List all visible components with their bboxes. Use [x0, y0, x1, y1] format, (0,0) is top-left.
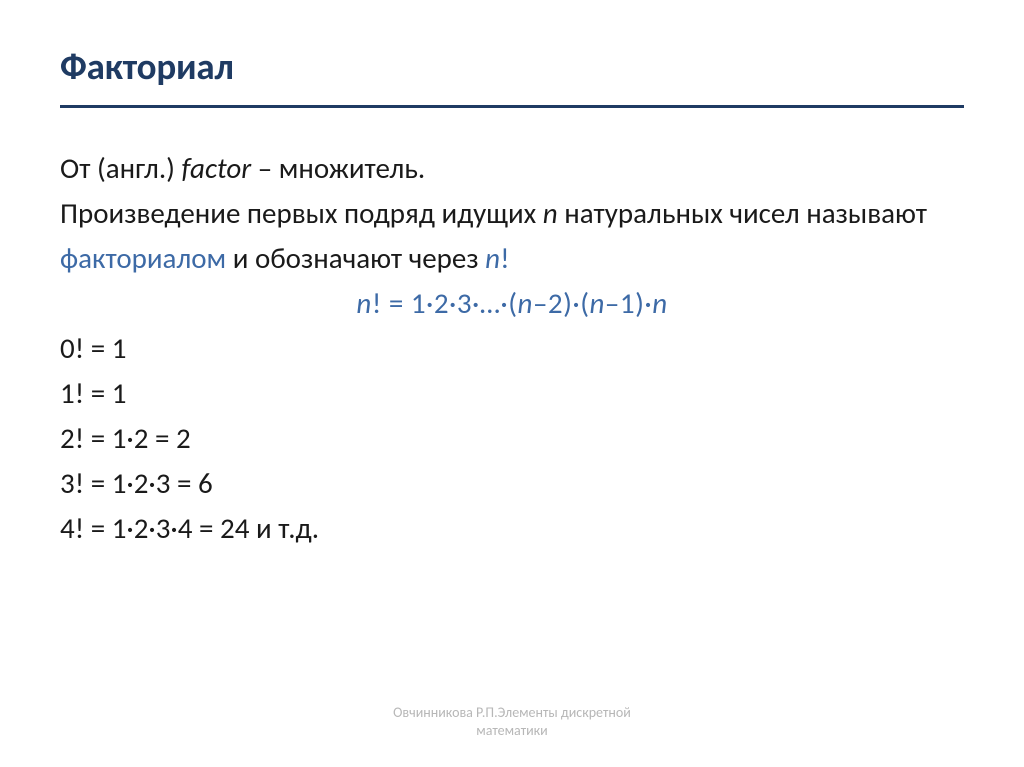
def-bang: ! [500, 240, 509, 276]
def-accent: факториалом [60, 240, 226, 276]
example-row: 0! = 1 [60, 326, 964, 371]
etymology-line: От (англ.) factor – множитель. [60, 146, 964, 191]
def-np: n [485, 240, 500, 276]
example-row: 3! = 1·2·3 = 6 [60, 461, 964, 506]
formula-n2: n [518, 285, 533, 321]
examples-list: 0! = 1 1! = 1 2! = 1·2 = 2 3! = 1·2·3 = … [60, 326, 964, 551]
def-pre: Произведение первых подряд идущих [60, 195, 543, 231]
formula-minus1: –1)· [605, 285, 652, 321]
def-n: n [543, 195, 558, 231]
etymology-pre: От (англ.) [60, 150, 182, 186]
def-mid2: и обозначают через [226, 240, 485, 276]
definition-line: Произведение первых подряд идущих n нату… [60, 191, 964, 281]
formula-n4: n [652, 285, 667, 321]
slide: Факториал От (англ.) factor – множитель.… [0, 0, 1024, 767]
formula-n3: n [590, 285, 605, 321]
example-row: 4! = 1·2·3·4 = 24 и т.д. [60, 506, 964, 551]
slide-body: От (англ.) factor – множитель. Произведе… [60, 146, 964, 550]
formula-n1: n [356, 285, 371, 321]
footer: Овчинникова Р.П.Элементы дискретной мате… [0, 704, 1024, 739]
def-mid: натуральных чисел называют [558, 195, 927, 231]
example-row: 1! = 1 [60, 371, 964, 416]
formula-minus2: –2)·( [533, 285, 590, 321]
footer-line-2: математики [0, 722, 1024, 740]
formula-bang-eq: ! = 1·2·3·…·( [372, 285, 518, 321]
example-row: 2! = 1·2 = 2 [60, 416, 964, 461]
etymology-word: factor [182, 150, 252, 186]
footer-line-1: Овчинникова Р.П.Элементы дискретной [0, 704, 1024, 722]
title-rule [60, 105, 964, 108]
etymology-post: – множитель. [251, 150, 425, 186]
formula: n! = 1·2·3·…·(n–2)·(n–1)·n [60, 281, 964, 326]
slide-title: Факториал [60, 44, 964, 89]
